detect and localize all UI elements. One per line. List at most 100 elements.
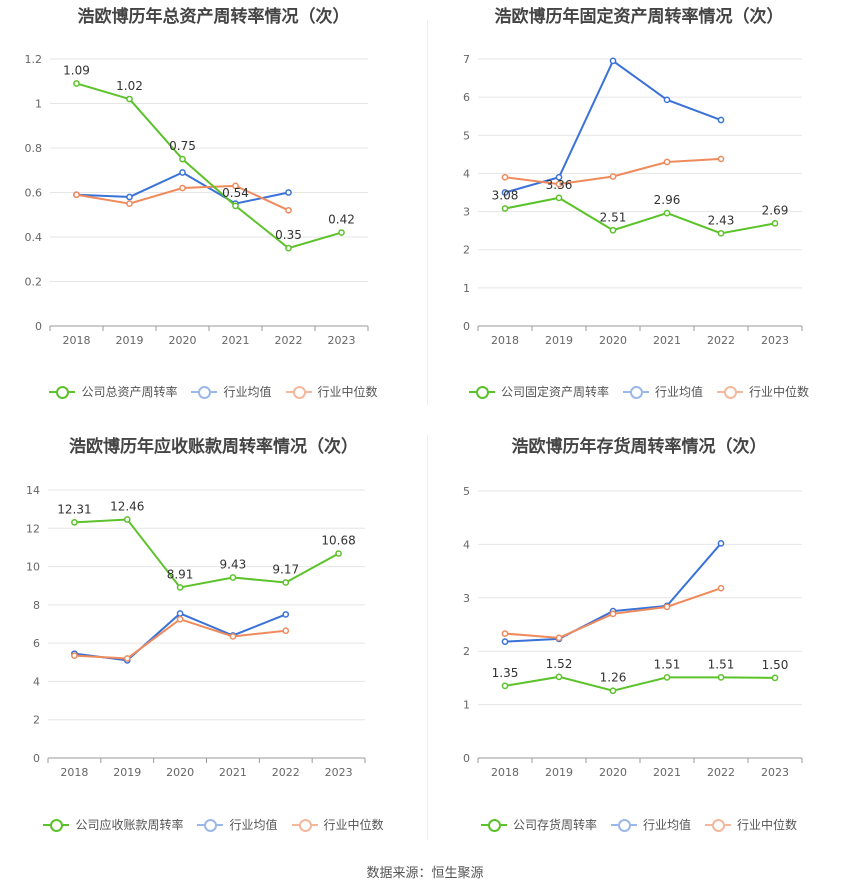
legend-label: 行业均值	[654, 385, 703, 399]
legend-company[interactable]: 公司总资产周转率	[49, 383, 177, 400]
chart-inventory-turnover: 浩欧博历年存货周转率情况（次） 0 1 2 3 4 5 2018 2019 2020 2021 20…	[428, 430, 850, 850]
series-line-company	[504, 675, 776, 692]
legend-median[interactable]: 行业中位数	[705, 816, 797, 833]
x-tick-label: 2020	[166, 766, 194, 779]
y-tick-label: 2	[33, 714, 40, 727]
data-label: 8.91	[167, 567, 194, 581]
data-point-median	[123, 655, 131, 662]
data-point-avg	[126, 193, 133, 201]
x-tick-label: 2023	[761, 766, 789, 779]
legend-label: 行业中位数	[323, 818, 384, 832]
data-label: 3.08	[492, 189, 519, 203]
chart-title: 浩欧博历年总资产周转率情况（次）	[77, 7, 350, 27]
data-label: 1.35	[492, 666, 519, 680]
data-point-company	[717, 674, 725, 681]
x-tick-label: 2020	[599, 766, 627, 779]
data-label: 2.51	[600, 210, 627, 224]
data-point-company	[126, 95, 133, 103]
legend-marker-icon	[705, 818, 731, 832]
data-label: 0.75	[169, 139, 196, 153]
x-tick-label: 2018	[491, 334, 519, 347]
legend-marker-icon	[43, 818, 70, 832]
legend-median[interactable]: 行业中位数	[291, 816, 384, 833]
data-point-median	[73, 191, 80, 199]
data-point-company	[71, 519, 78, 526]
legend-label: 公司固定资产周转率	[500, 385, 609, 399]
x-tick-label: 2021	[653, 334, 681, 347]
y-tick-label: 1	[463, 699, 470, 712]
chart-plot: 0 0.2 0.4 0.6 0.8 1 1.2 2018 2019 2020 2021 2022 202…	[25, 53, 369, 347]
x-tick-label: 2023	[761, 334, 789, 347]
data-label: 1.51	[708, 657, 735, 671]
data-point-median	[126, 200, 133, 207]
panel-divider	[427, 20, 428, 405]
x-tick-label: 2019	[116, 334, 144, 347]
y-tick-label: 12	[26, 522, 40, 535]
x-tick-label: 2022	[707, 766, 735, 779]
y-tick-label: 14	[26, 484, 40, 497]
data-point-company	[609, 687, 617, 695]
chart-legend[interactable]: 公司存货周转率 行业均值 行业中位数	[428, 816, 850, 833]
legend-label: 公司总资产周转率	[81, 385, 178, 399]
legend-marker-icon	[610, 818, 637, 832]
legend-label: 行业中位数	[317, 385, 378, 399]
data-point-median	[609, 173, 617, 180]
legend-label: 行业均值	[642, 818, 691, 832]
legend-label: 行业中位数	[749, 385, 810, 399]
data-point-company	[285, 244, 292, 252]
chart-receivables-turnover: 浩欧博历年应收账款周转率情况（次） 0 2 4 6 8 10 12 14 2018 2019 202…	[0, 430, 427, 850]
y-tick-label: 2	[463, 645, 470, 658]
legend-company[interactable]: 公司存货周转率	[480, 816, 597, 833]
data-label: 0.54	[222, 186, 249, 200]
data-point-median	[71, 652, 78, 659]
data-point-median	[717, 155, 725, 163]
chart-legend[interactable]: 公司应收账款周转率 行业均值 行业中位数	[0, 816, 427, 833]
data-point-median	[176, 615, 184, 623]
legend-avg[interactable]: 行业均值	[197, 816, 278, 833]
data-label: 1.26	[600, 671, 627, 685]
legend-avg[interactable]: 行业均值	[622, 383, 703, 400]
legend-label: 行业中位数	[737, 818, 798, 832]
legend-marker-icon	[291, 818, 318, 832]
legend-median[interactable]: 行业中位数	[717, 383, 809, 400]
legend-median[interactable]: 行业中位数	[285, 383, 378, 400]
chart-title: 浩欧博历年存货周转率情况（次）	[511, 437, 767, 457]
x-tick-label: 2021	[219, 766, 247, 779]
x-tick-label: 2018	[63, 334, 91, 347]
legend-avg[interactable]: 行业均值	[191, 383, 272, 400]
legend-company[interactable]: 公司应收账款周转率	[43, 816, 183, 833]
data-point-avg	[717, 539, 725, 547]
chart-total-asset-turnover: 浩欧博历年总资产周转率情况（次） 0 0.2 0.4 0.6 0.8 1 1.2 2018 20…	[0, 0, 427, 420]
legend-avg[interactable]: 行业均值	[610, 816, 691, 833]
chart-legend[interactable]: 公司总资产周转率 行业均值 行业中位数	[0, 383, 427, 400]
data-point-company	[123, 516, 131, 523]
data-point-median	[555, 180, 563, 188]
data-point-avg	[179, 169, 186, 176]
data-source: 数据来源：恒生聚源	[366, 866, 484, 881]
chart-plot: 0 1 2 3 4 5 2018 2019 2020 2021 2022 2023 1.35 1.52 1.…	[463, 485, 803, 779]
data-point-company	[555, 194, 563, 202]
legend-marker-icon	[197, 818, 224, 832]
y-tick-label: 1.2	[25, 53, 43, 66]
y-tick-label: 0.4	[25, 231, 43, 244]
x-tick-label: 2018	[491, 766, 519, 779]
chart-legend[interactable]: 公司固定资产周转率 行业均值 行业中位数	[428, 383, 850, 400]
data-point-median	[717, 584, 725, 592]
data-point-median	[501, 173, 509, 181]
legend-marker-icon	[191, 385, 218, 399]
data-point-avg	[176, 610, 184, 617]
data-point-company	[555, 673, 563, 681]
data-point-median	[501, 630, 509, 637]
data-point-median	[179, 184, 186, 192]
y-tick-label: 0.8	[25, 142, 43, 155]
data-point-avg	[663, 96, 671, 104]
data-label: 2.69	[762, 203, 789, 217]
x-tick-label: 2019	[545, 334, 573, 347]
legend-company[interactable]: 公司固定资产周转率	[468, 383, 609, 400]
y-tick-label: 6	[463, 91, 470, 104]
y-tick-label: 7	[463, 53, 470, 66]
y-tick-label: 2	[463, 244, 470, 257]
data-point-company	[229, 574, 237, 581]
y-tick-label: 5	[463, 485, 470, 498]
data-label: 1.52	[546, 657, 573, 671]
